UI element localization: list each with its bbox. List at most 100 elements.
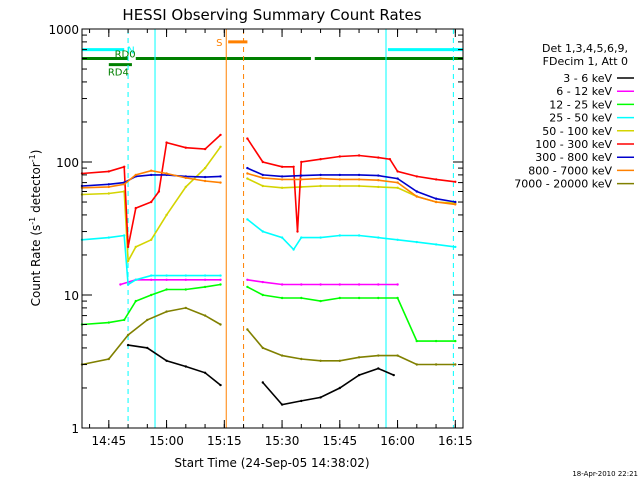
y-axis-label-main: Count Rate (s — [29, 225, 43, 307]
series-7-point — [396, 177, 399, 180]
series-4-point — [280, 236, 284, 239]
series-8-point — [150, 169, 153, 172]
series-4-point — [319, 236, 322, 239]
series-1-point — [203, 371, 207, 374]
series-9-point — [107, 357, 111, 361]
series-1-point — [280, 403, 284, 406]
x-tick-label: 15:45 — [323, 434, 358, 448]
flag-label-rd4: RD4 — [108, 68, 129, 79]
series-8-point — [165, 172, 168, 175]
flag-label-rd0: RD0 — [115, 50, 136, 61]
series-4-point — [184, 274, 187, 277]
y-axis-label-end: ) — [29, 150, 43, 155]
series-6-point — [454, 180, 457, 183]
series-2-point — [184, 278, 187, 281]
plot-background — [82, 29, 463, 428]
series-6-point — [357, 154, 361, 157]
series-8-point — [123, 183, 126, 186]
series-9-point — [319, 359, 322, 362]
series-6-point — [296, 230, 299, 233]
series-3-point — [434, 339, 438, 343]
series-2-point — [246, 278, 249, 281]
series-8-point — [219, 181, 222, 184]
series-6-point — [246, 137, 249, 140]
series-9-point — [184, 306, 187, 310]
y-tick-label: 100 — [56, 156, 79, 170]
series-8 — [80, 169, 457, 206]
y-axis-label-sup1: -1 — [28, 217, 37, 225]
series-9-point — [396, 354, 399, 357]
series-8-point — [107, 185, 111, 189]
series-5-point — [107, 192, 111, 195]
series-line-1 — [127, 344, 395, 406]
series-6-point — [165, 141, 168, 144]
series-9-point — [377, 354, 380, 357]
series-1-point — [261, 381, 264, 384]
series-9-point — [357, 356, 361, 359]
series-9-point — [246, 328, 249, 331]
series-3-point — [203, 285, 207, 289]
axes: 14:45 15:00 15:15 15:30 15:45 16:00 16:15 1 10 10… — [48, 23, 472, 448]
y-axis-label-mid: detector — [29, 162, 43, 217]
series-3-point — [338, 296, 341, 300]
series-2-point — [203, 278, 207, 281]
series-2-point — [219, 278, 222, 281]
series-8-point — [300, 178, 303, 181]
vertical-markers — [127, 29, 454, 428]
series-5-point — [203, 166, 207, 170]
series-7-point — [454, 200, 457, 204]
series-3-point — [357, 296, 361, 300]
series-1-point — [338, 386, 341, 390]
series-9-point — [415, 363, 418, 366]
series-3-point — [107, 321, 111, 324]
series-9-point — [434, 363, 438, 366]
series-5-point — [338, 184, 341, 188]
legend-entry-label: 6 - 12 keV — [556, 85, 612, 98]
series-9 — [80, 306, 457, 366]
series-3-point — [454, 339, 457, 343]
series-6-point — [319, 158, 322, 161]
series-4-point — [165, 274, 168, 277]
series-5-point — [219, 145, 222, 148]
series-6-point — [219, 133, 222, 137]
series-1-point — [300, 399, 303, 403]
legend-entry-label: 3 - 6 keV — [563, 72, 612, 85]
x-tick-label: 15:15 — [207, 434, 242, 448]
series-5-point — [184, 185, 187, 189]
series-2-point — [261, 280, 264, 284]
series-6-point — [377, 156, 380, 159]
series-3-point — [246, 285, 249, 289]
series-9-point — [165, 310, 168, 313]
series-8-point — [396, 181, 399, 184]
x-tick-label: 16:00 — [380, 434, 415, 448]
series-1-point — [392, 373, 395, 377]
series-5-point — [357, 184, 361, 188]
series-8-point — [203, 179, 207, 183]
series-9-point — [454, 363, 457, 366]
series-9-point — [300, 357, 303, 361]
series-9-point — [338, 359, 341, 362]
series-6-point — [184, 146, 187, 149]
series-3-point — [150, 293, 153, 297]
series-1 — [126, 343, 395, 406]
series-6 — [80, 133, 457, 249]
series-4-point — [134, 278, 137, 281]
series-3-point — [396, 296, 399, 300]
series-3-point — [219, 283, 222, 286]
series-7-point — [357, 173, 361, 177]
flag-bars: N S RD0 RD4 — [82, 38, 463, 79]
series-9-point — [280, 354, 284, 357]
x-tick-label: 15:00 — [149, 434, 184, 448]
series-5-point — [165, 213, 168, 217]
series-7-point — [107, 183, 111, 186]
series-2-point — [165, 278, 168, 281]
series-3-point — [123, 318, 126, 322]
x-axis-label: Start Time (24-Sep-05 14:38:02) — [174, 456, 369, 470]
series-1-point — [357, 373, 361, 377]
series-8-point — [415, 195, 418, 198]
flag-label-n: N — [127, 46, 134, 57]
series-4-point — [107, 236, 111, 239]
series-7-point — [203, 175, 207, 179]
series-3-point — [280, 296, 284, 300]
series-6-point — [280, 165, 284, 168]
